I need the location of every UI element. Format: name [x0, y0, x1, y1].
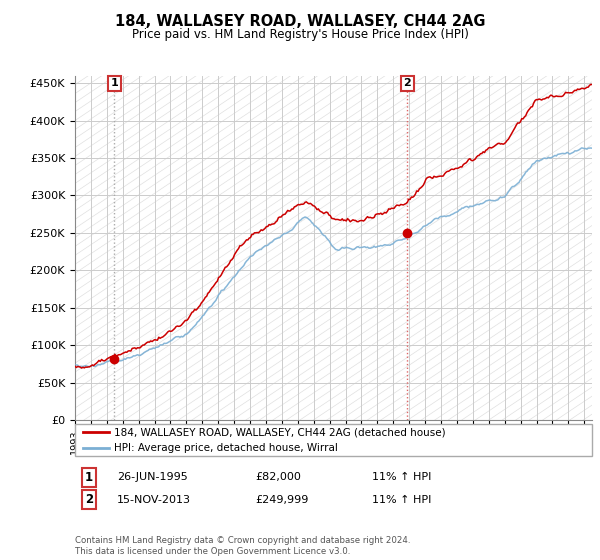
Text: 184, WALLASEY ROAD, WALLASEY, CH44 2AG: 184, WALLASEY ROAD, WALLASEY, CH44 2AG [115, 14, 485, 29]
Text: £82,000: £82,000 [255, 472, 301, 482]
Text: 184, WALLASEY ROAD, WALLASEY, CH44 2AG (detached house): 184, WALLASEY ROAD, WALLASEY, CH44 2AG (… [114, 427, 445, 437]
Text: 15-NOV-2013: 15-NOV-2013 [117, 494, 191, 505]
Text: £249,999: £249,999 [255, 494, 308, 505]
Text: 11% ↑ HPI: 11% ↑ HPI [372, 494, 431, 505]
Text: 1: 1 [110, 78, 118, 88]
Text: 2: 2 [403, 78, 411, 88]
Text: HPI: Average price, detached house, Wirral: HPI: Average price, detached house, Wirr… [114, 444, 338, 453]
Text: 26-JUN-1995: 26-JUN-1995 [117, 472, 188, 482]
Text: Contains HM Land Registry data © Crown copyright and database right 2024.
This d: Contains HM Land Registry data © Crown c… [75, 536, 410, 556]
Text: 1: 1 [85, 470, 93, 484]
Text: Price paid vs. HM Land Registry's House Price Index (HPI): Price paid vs. HM Land Registry's House … [131, 28, 469, 41]
FancyBboxPatch shape [75, 424, 592, 456]
Text: 2: 2 [85, 493, 93, 506]
Text: 11% ↑ HPI: 11% ↑ HPI [372, 472, 431, 482]
